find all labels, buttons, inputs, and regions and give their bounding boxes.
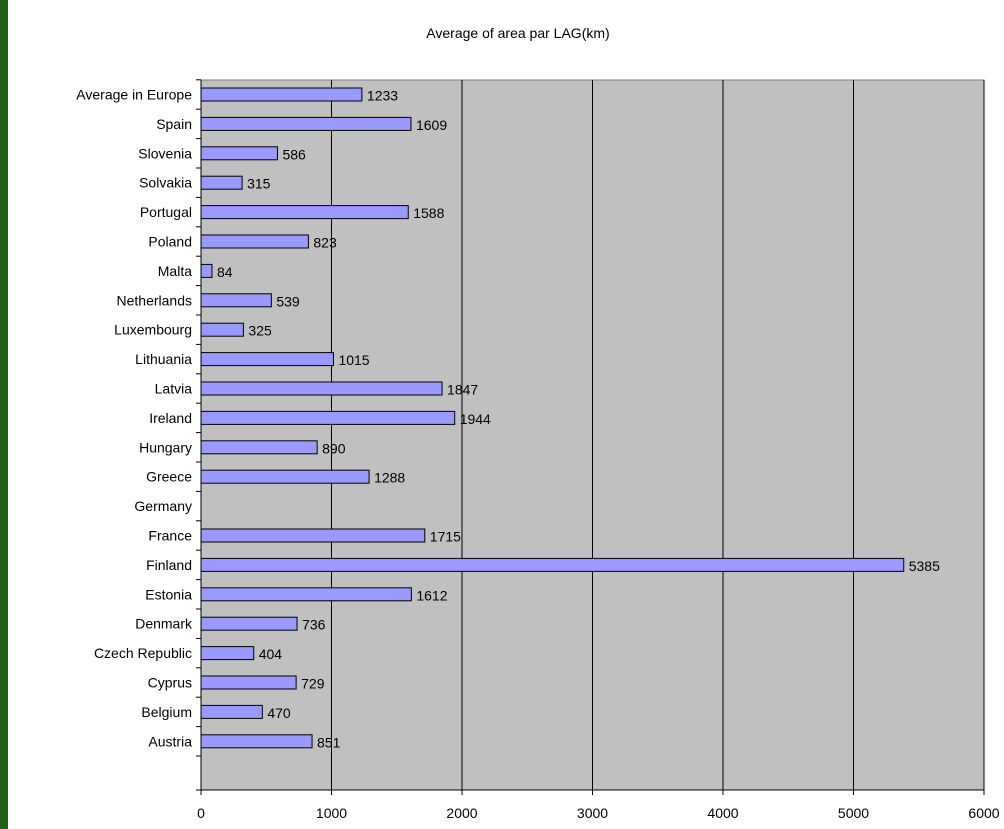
- category-label-malta: Malta: [158, 263, 192, 279]
- bars: [200, 87, 905, 749]
- bar-france: [200, 528, 426, 543]
- category-label-belgium: Belgium: [141, 704, 192, 720]
- category-label-cyprus: Cyprus: [148, 675, 192, 691]
- data-label-greece: 1288: [374, 470, 405, 486]
- data-label-poland: 823: [313, 235, 337, 251]
- bar-luxembourg: [200, 322, 244, 337]
- data-label-estonia: 1612: [416, 587, 447, 603]
- x-tick-label-0: 0: [197, 805, 205, 821]
- chart-frame: Average of area par LAG(km) Average in E…: [8, 0, 1004, 829]
- bar-malta: [200, 263, 213, 278]
- x-tick-label-6000: 6000: [968, 805, 999, 821]
- category-label-finland: Finland: [146, 557, 192, 573]
- data-label-netherlands: 539: [276, 293, 300, 309]
- data-label-czech-republic: 404: [259, 646, 283, 662]
- chart-title: Average of area par LAG(km): [426, 25, 609, 41]
- bar-finland: [200, 557, 905, 572]
- category-label-luxembourg: Luxembourg: [114, 322, 192, 338]
- x-tick-label-5000: 5000: [838, 805, 869, 821]
- category-label-slovenia: Slovenia: [138, 145, 192, 161]
- x-axis-ticks: 0 1000 2000 3000 4000 5000 6000: [197, 790, 1000, 821]
- bar-ireland: [200, 410, 456, 425]
- data-label-average-in-europe: 1233: [367, 88, 398, 104]
- data-label-france: 1715: [430, 529, 461, 545]
- bar-greece: [200, 469, 370, 484]
- x-tick-label-2000: 2000: [446, 805, 477, 821]
- category-label-solvakia: Solvakia: [139, 175, 192, 191]
- bar-poland: [200, 234, 309, 249]
- category-label-lithuania: Lithuania: [135, 351, 192, 367]
- bar-slovenia: [200, 146, 278, 161]
- category-label-greece: Greece: [146, 469, 192, 485]
- bar-hungary: [200, 440, 318, 455]
- category-label-austria: Austria: [148, 733, 192, 749]
- category-label-france: France: [148, 528, 192, 544]
- data-label-portugal: 1588: [413, 205, 444, 221]
- bar-cyprus: [200, 675, 297, 690]
- data-label-ireland: 1944: [460, 411, 491, 427]
- category-label-portugal: Portugal: [140, 204, 192, 220]
- data-label-belgium: 470: [267, 705, 291, 721]
- bar-portugal: [200, 205, 409, 220]
- bar-denmark: [200, 616, 298, 631]
- category-label-average-in-europe: Average in Europe: [76, 87, 192, 103]
- bar-average-in-europe: [200, 87, 363, 102]
- bar-estonia: [200, 587, 412, 602]
- category-label-czech-republic: Czech Republic: [94, 645, 192, 661]
- category-label-spain: Spain: [156, 116, 192, 132]
- bar-austria: [200, 734, 313, 749]
- bar-lithuania: [200, 352, 334, 367]
- category-label-poland: Poland: [148, 234, 192, 250]
- bar-czech-republic: [200, 646, 255, 661]
- category-label-netherlands: Netherlands: [117, 292, 193, 308]
- gridlines: [331, 80, 985, 790]
- data-label-cyprus: 729: [301, 676, 325, 692]
- x-tick-label-4000: 4000: [707, 805, 738, 821]
- category-label-hungary: Hungary: [139, 439, 192, 455]
- bar-spain: [200, 116, 412, 131]
- data-label-solvakia: 315: [247, 176, 271, 192]
- bar-chart: Average of area par LAG(km) Average in E…: [76, 25, 1000, 821]
- category-label-estonia: Estonia: [145, 586, 192, 602]
- data-label-austria: 851: [317, 734, 341, 750]
- data-label-lithuania: 1015: [338, 352, 369, 368]
- data-label-latvia: 1847: [447, 382, 478, 398]
- data-label-slovenia: 586: [282, 146, 306, 162]
- x-tick-label-3000: 3000: [577, 805, 608, 821]
- data-label-denmark: 736: [302, 617, 326, 633]
- bar-netherlands: [200, 293, 272, 308]
- category-label-denmark: Denmark: [135, 616, 193, 632]
- data-label-finland: 5385: [909, 558, 940, 574]
- category-label-latvia: Latvia: [155, 381, 193, 397]
- category-label-ireland: Ireland: [149, 410, 192, 426]
- bar-latvia: [200, 381, 443, 396]
- category-label-germany: Germany: [134, 498, 192, 514]
- data-label-luxembourg: 325: [248, 323, 272, 339]
- data-label-spain: 1609: [416, 117, 447, 133]
- x-tick-label-1000: 1000: [316, 805, 347, 821]
- data-label-malta: 84: [217, 264, 233, 280]
- data-label-hungary: 890: [322, 440, 346, 456]
- category-labels: Average in Europe Spain Slovenia Solvakia Po…: [76, 87, 193, 750]
- axes: [196, 79, 984, 791]
- bar-belgium: [200, 704, 263, 719]
- bar-solvakia: [200, 175, 243, 190]
